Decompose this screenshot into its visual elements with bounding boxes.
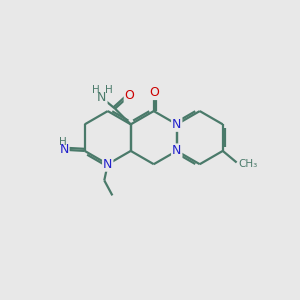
Text: N: N [172, 118, 182, 131]
Text: N: N [59, 143, 69, 156]
Text: H: H [105, 85, 113, 95]
Text: N: N [103, 158, 112, 171]
Text: H: H [92, 85, 99, 95]
Text: N: N [172, 144, 182, 158]
Text: O: O [125, 89, 134, 102]
Text: CH₃: CH₃ [238, 159, 258, 169]
Text: N: N [97, 91, 106, 104]
Text: O: O [149, 86, 159, 99]
Text: H: H [59, 137, 67, 147]
